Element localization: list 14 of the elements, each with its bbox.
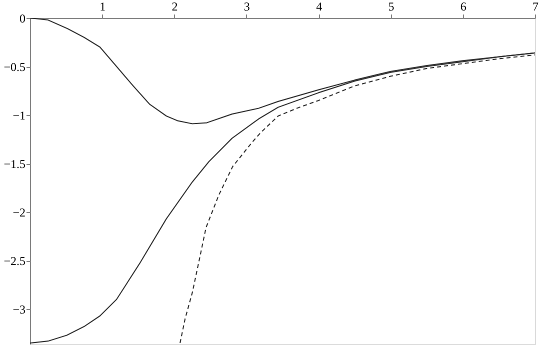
x-tick-label: 4 bbox=[316, 0, 322, 14]
y-tick-label: −3 bbox=[12, 302, 26, 317]
y-tick-label: 0 bbox=[20, 12, 26, 26]
x-tick-label: 5 bbox=[388, 0, 394, 14]
y-tick-label: −2 bbox=[12, 206, 26, 220]
y-tick-label: −1.5 bbox=[4, 157, 26, 172]
x-tick-label: 1 bbox=[100, 0, 106, 14]
x-tick-label: 6 bbox=[460, 0, 466, 14]
x-tick-label: 3 bbox=[244, 0, 250, 14]
y-tick-label: −1 bbox=[12, 108, 26, 123]
y-tick-label: −0.5 bbox=[4, 60, 26, 74]
x-tick-label: 7 bbox=[532, 0, 538, 14]
y-tick-label: −2.5 bbox=[4, 254, 26, 268]
x-tick-label: 2 bbox=[172, 0, 178, 14]
